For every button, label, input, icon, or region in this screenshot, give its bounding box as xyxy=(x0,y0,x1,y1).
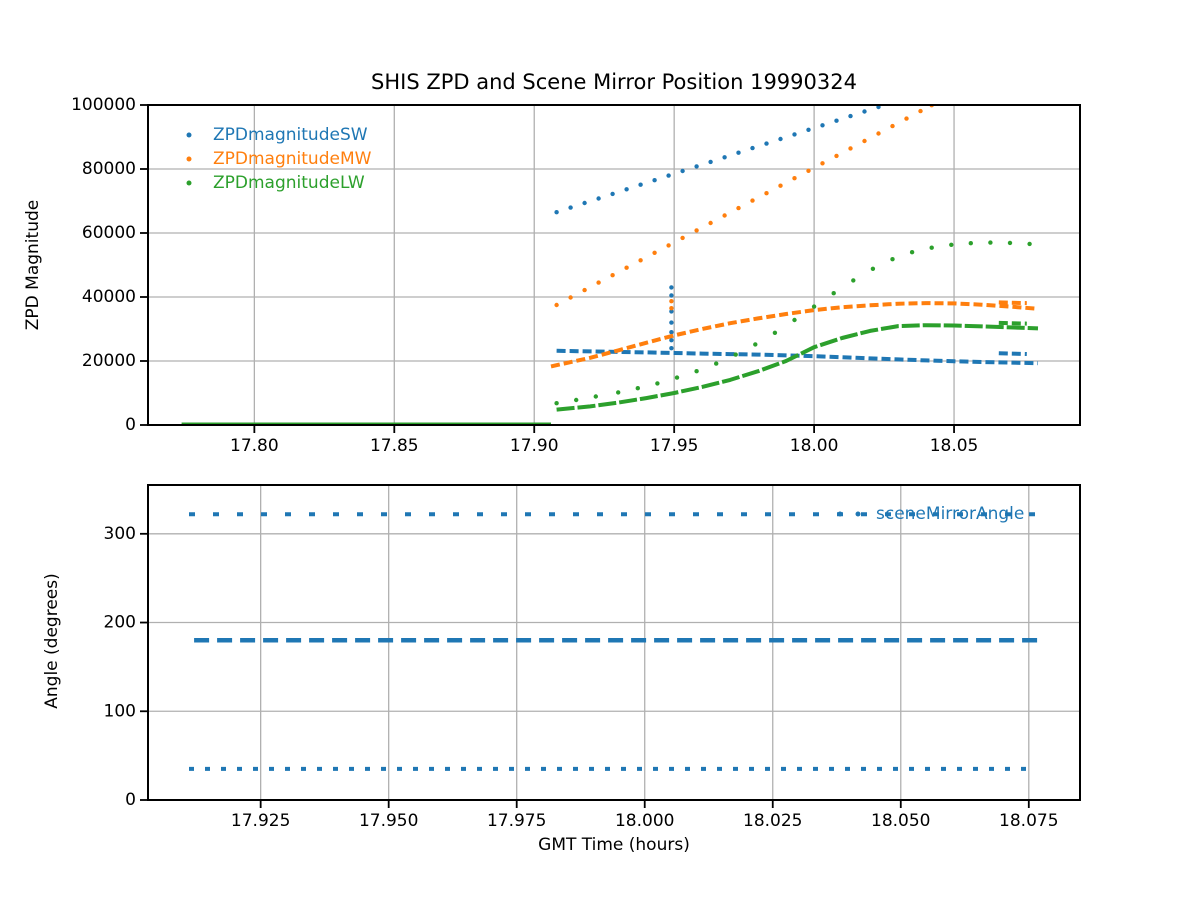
y-tick-label: 300 xyxy=(104,524,136,544)
chart-1: 17.925 17.950 17.975 18.000 18.025 18.050 18.0… xyxy=(104,484,1081,831)
chart-title: SHIS ZPD and Scene Mirror Position 19990… xyxy=(371,70,857,94)
chart-0: 17.80 17.85 17.90 17.95 18.00 18.05 0 20000 4000… xyxy=(71,95,1081,456)
x-tick-label: 17.90 xyxy=(510,436,559,456)
y-tick-label: 40000 xyxy=(82,287,136,307)
y-tick-label: 100000 xyxy=(71,95,136,115)
legend: sceneMirrorAngle xyxy=(837,504,1024,524)
legend-label: ZPDmagnitudeMW xyxy=(213,149,372,169)
y-tick-label: 100 xyxy=(104,701,136,721)
legend-label: ZPDmagnitudeSW xyxy=(213,125,368,145)
x-tick-label: 17.95 xyxy=(650,436,699,456)
series-ZPDmagnitudeLW xyxy=(181,240,1039,425)
x-tick-label: 17.950 xyxy=(359,811,418,831)
legend-label: sceneMirrorAngle xyxy=(876,504,1024,524)
legend: ZPDmagnitudeSW ZPDmagnitudeMW ZPDmagnitude… xyxy=(186,125,372,193)
data-layer xyxy=(181,105,1039,425)
ticks: 17.80 17.85 17.90 17.95 18.00 18.05 0 20000 4000… xyxy=(71,95,978,456)
x-tick-label: 18.050 xyxy=(871,811,930,831)
x-tick-label: 18.05 xyxy=(930,436,979,456)
y-tick-label: 200 xyxy=(104,613,136,633)
legend-label: ZPDmagnitudeLW xyxy=(213,173,365,193)
x-tick-label: 17.975 xyxy=(487,811,546,831)
y-tick-label: 20000 xyxy=(82,351,136,371)
legend-marker-dot xyxy=(186,180,192,186)
axes-spines xyxy=(147,104,1081,426)
x-tick-label: 18.075 xyxy=(999,811,1058,831)
y-tick-label: 80000 xyxy=(82,159,136,179)
y-tick-label: 0 xyxy=(125,415,136,435)
ylabel-zpd-magnitude: ZPD Magnitude xyxy=(23,199,43,331)
x-tick-label: 17.80 xyxy=(230,436,279,456)
x-tick-label: 18.00 xyxy=(790,436,839,456)
series-ZPDmagnitudeMW xyxy=(550,105,1039,369)
ticks: 17.925 17.950 17.975 18.000 18.025 18.050 18.0… xyxy=(104,524,1059,831)
series-ZPDmagnitudeSW xyxy=(554,105,1039,366)
legend-marker-dot xyxy=(186,156,192,162)
legend-marker-dot xyxy=(837,511,843,517)
axes-spines xyxy=(147,484,1081,801)
x-tick-label: 17.925 xyxy=(231,811,290,831)
x-tick-label: 17.85 xyxy=(370,436,419,456)
ylabel-angle-degrees: Angle (degrees) xyxy=(42,573,62,709)
legend-marker-dot xyxy=(855,511,861,517)
y-tick-label: 60000 xyxy=(82,223,136,243)
x-tick-label: 18.000 xyxy=(615,811,674,831)
y-tick-label: 0 xyxy=(125,790,136,810)
series-sceneMirrorAngle xyxy=(189,512,1045,771)
legend-marker-dot xyxy=(186,132,192,138)
data-layer xyxy=(189,512,1045,771)
xlabel-gmt-time: GMT Time (hours) xyxy=(538,835,690,855)
x-tick-label: 18.025 xyxy=(743,811,802,831)
